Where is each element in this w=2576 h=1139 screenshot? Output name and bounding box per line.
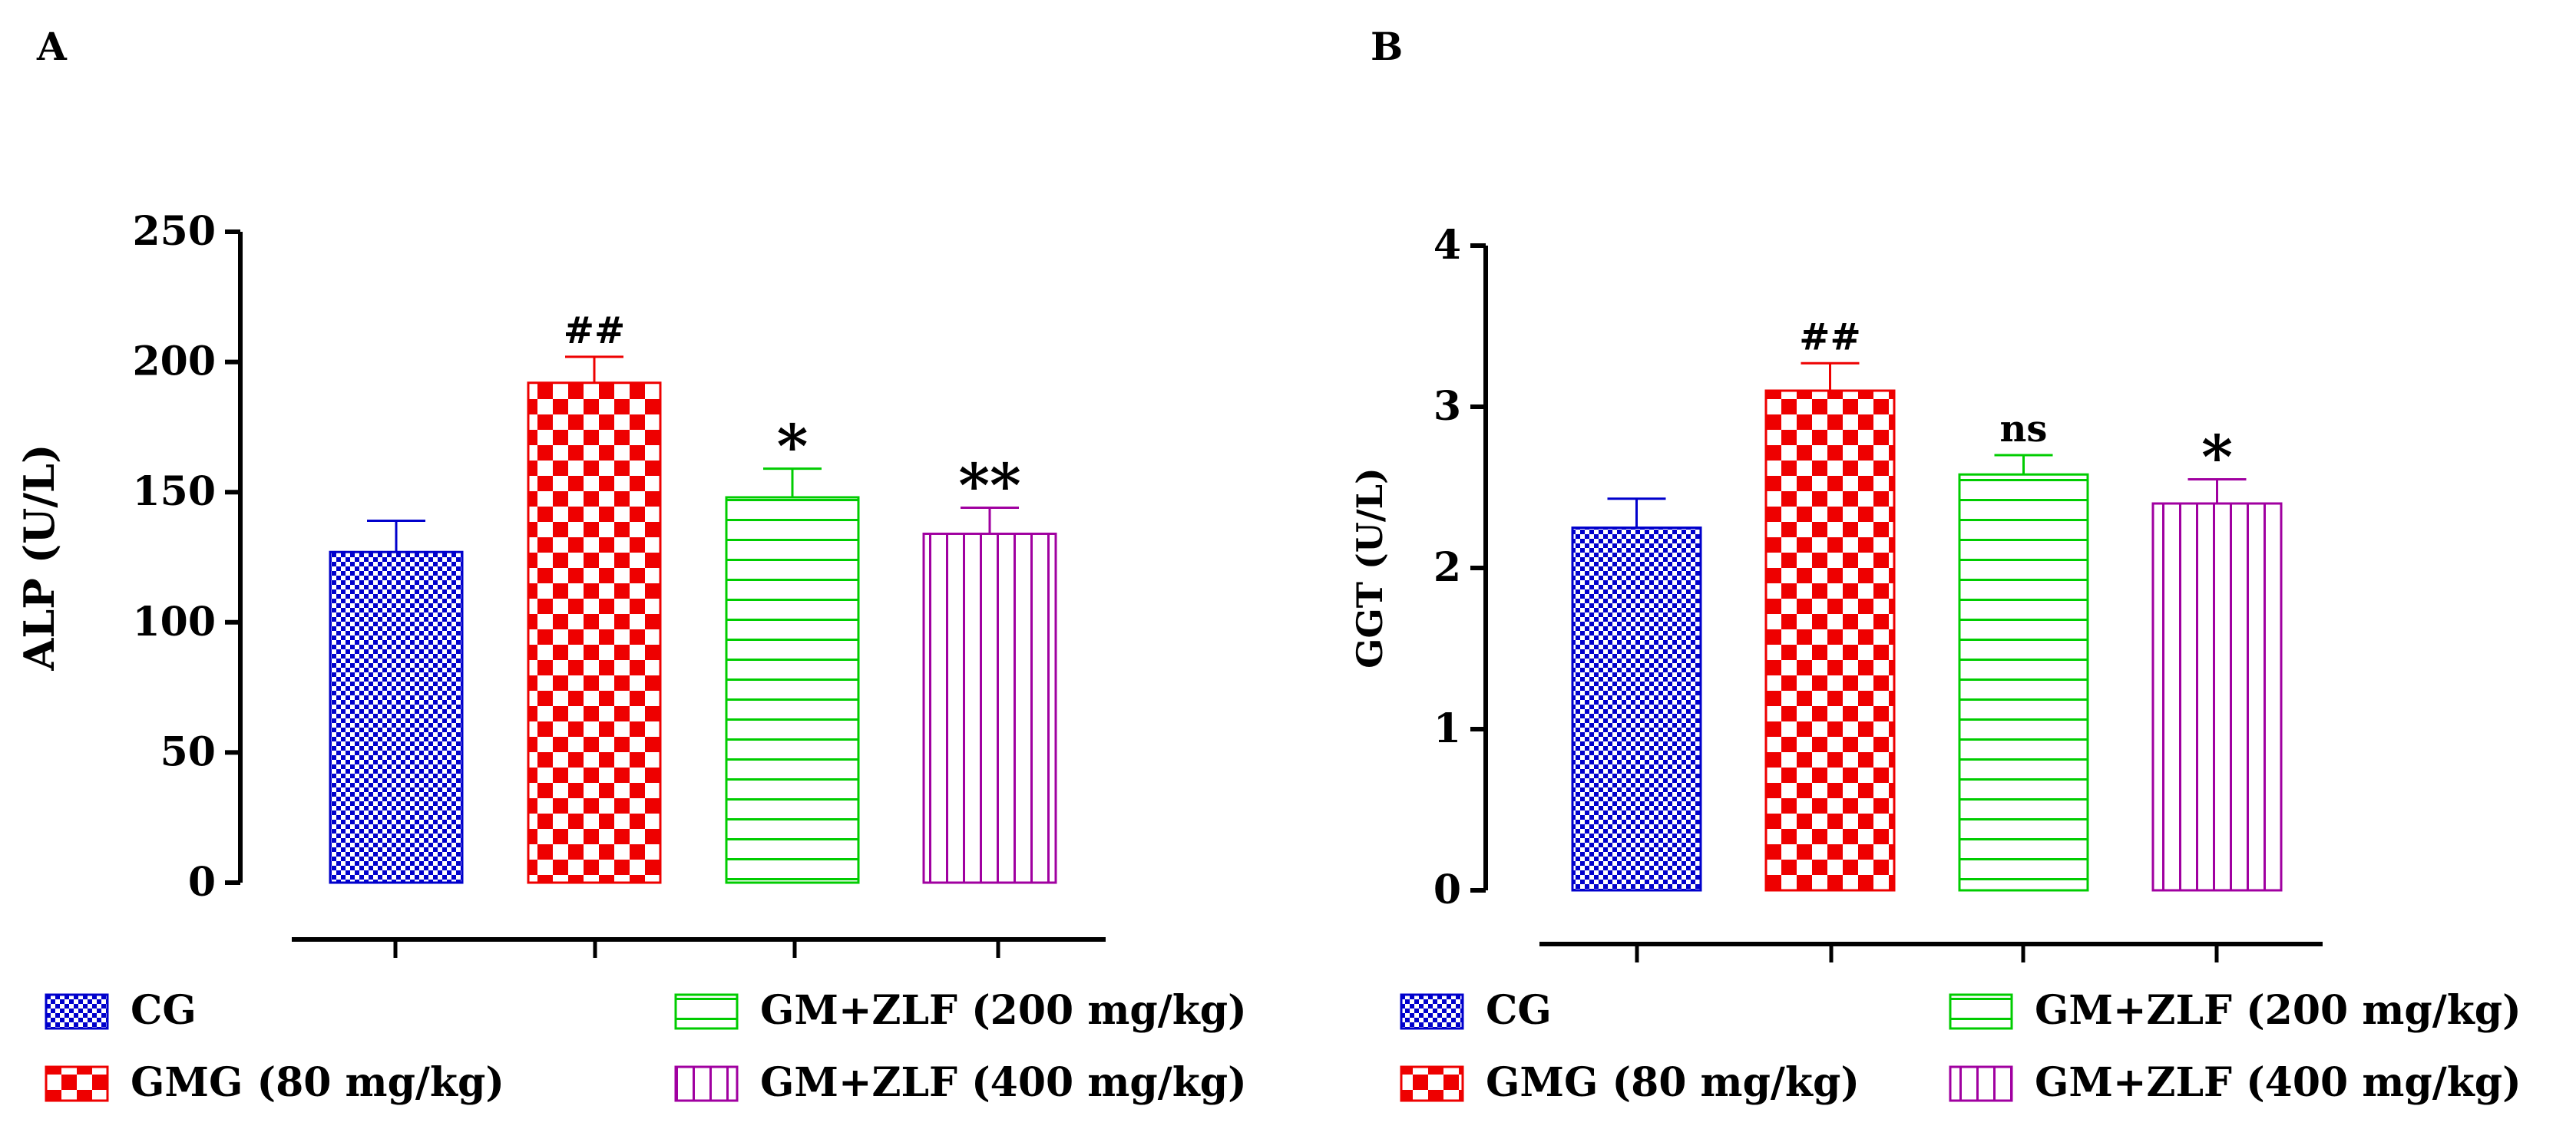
y-axis-label: GGT (U/L): [1349, 467, 1391, 669]
legend-item-cg: CG: [1400, 987, 1552, 1034]
y-tick-label: 50: [160, 728, 216, 775]
y-tick-label: 0: [188, 859, 216, 906]
legend-swatch: [1949, 1065, 2013, 1102]
legend-swatch: [1400, 1065, 1464, 1102]
panel-b-label: B: [1371, 24, 1403, 69]
legend-label: GM+ZLF (400 mg/kg): [760, 1059, 1247, 1106]
legend-item-gmg: GMG (80 mg/kg): [1400, 1059, 1860, 1106]
chart-ggt: 0 1 2 3 4 GGT (U/L) ## ns *: [1349, 222, 2323, 962]
y-axis-label: ALP (U/L): [15, 444, 64, 671]
bar-gmg: [1764, 389, 1896, 892]
legend-label: GM+ZLF (200 mg/kg): [2035, 987, 2521, 1034]
legend-ggt: CG GMG (80 mg/kg) GM+ZLF (200 mg/kg) GM+ZLF…: [1400, 987, 2521, 1106]
legend-alp: CG GMG (80 mg/kg) GM+ZLF (200 mg/kg) GM+ZLF…: [45, 987, 1247, 1106]
panel-a-label: A: [36, 24, 68, 69]
legend-label: CG: [1486, 987, 1552, 1034]
legend-label: GM+ZLF (200 mg/kg): [760, 987, 1247, 1034]
significance-label: **: [958, 451, 1021, 521]
bar-zlf400: [922, 532, 1057, 884]
bar-zlf400: [2151, 502, 2283, 892]
bar-zlf200: [1958, 473, 2089, 892]
legend-label: GM+ZLF (400 mg/kg): [2035, 1059, 2521, 1106]
legend-label: GMG (80 mg/kg): [1486, 1059, 1860, 1106]
legend-item-zlf200: GM+ZLF (200 mg/kg): [674, 987, 1247, 1034]
bar-cg: [1571, 527, 1702, 892]
legend-swatch: [674, 1065, 739, 1102]
y-tick-label: 2: [1433, 544, 1461, 591]
legend-item-zlf400: GM+ZLF (400 mg/kg): [674, 1059, 1247, 1106]
significance-label: ##: [564, 309, 625, 352]
y-tick-label: 100: [132, 599, 216, 645]
legend-swatch: [45, 1065, 109, 1102]
legend-swatch: [674, 993, 739, 1030]
y-tick-label: 250: [132, 208, 216, 255]
legend-label: GMG (80 mg/kg): [131, 1059, 504, 1106]
y-tick-label: 200: [132, 338, 216, 385]
legend-swatch: [45, 993, 109, 1030]
bar-zlf200: [725, 496, 860, 884]
y-tick-label: 0: [1433, 867, 1461, 913]
significance-label: *: [2201, 423, 2233, 493]
legend-label: CG: [131, 987, 197, 1034]
significance-label: *: [777, 412, 809, 482]
y-tick-label: 3: [1433, 383, 1461, 430]
legend-item-zlf400: GM+ZLF (400 mg/kg): [1949, 1059, 2521, 1106]
legend-item-gmg: GMG (80 mg/kg): [45, 1059, 504, 1106]
bar-cg: [329, 550, 464, 884]
y-tick-label: 150: [132, 468, 216, 515]
legend-item-cg: CG: [45, 987, 197, 1034]
legend-swatch: [1400, 993, 1464, 1030]
significance-label: ns: [2000, 408, 2048, 451]
legend-swatch: [1949, 993, 2013, 1030]
legend-item-zlf200: GM+ZLF (200 mg/kg): [1949, 987, 2521, 1034]
y-tick-label: 1: [1433, 705, 1461, 752]
bar-gmg: [527, 381, 662, 884]
significance-label: ##: [1799, 315, 1860, 358]
y-tick-label: 4: [1433, 222, 1461, 269]
